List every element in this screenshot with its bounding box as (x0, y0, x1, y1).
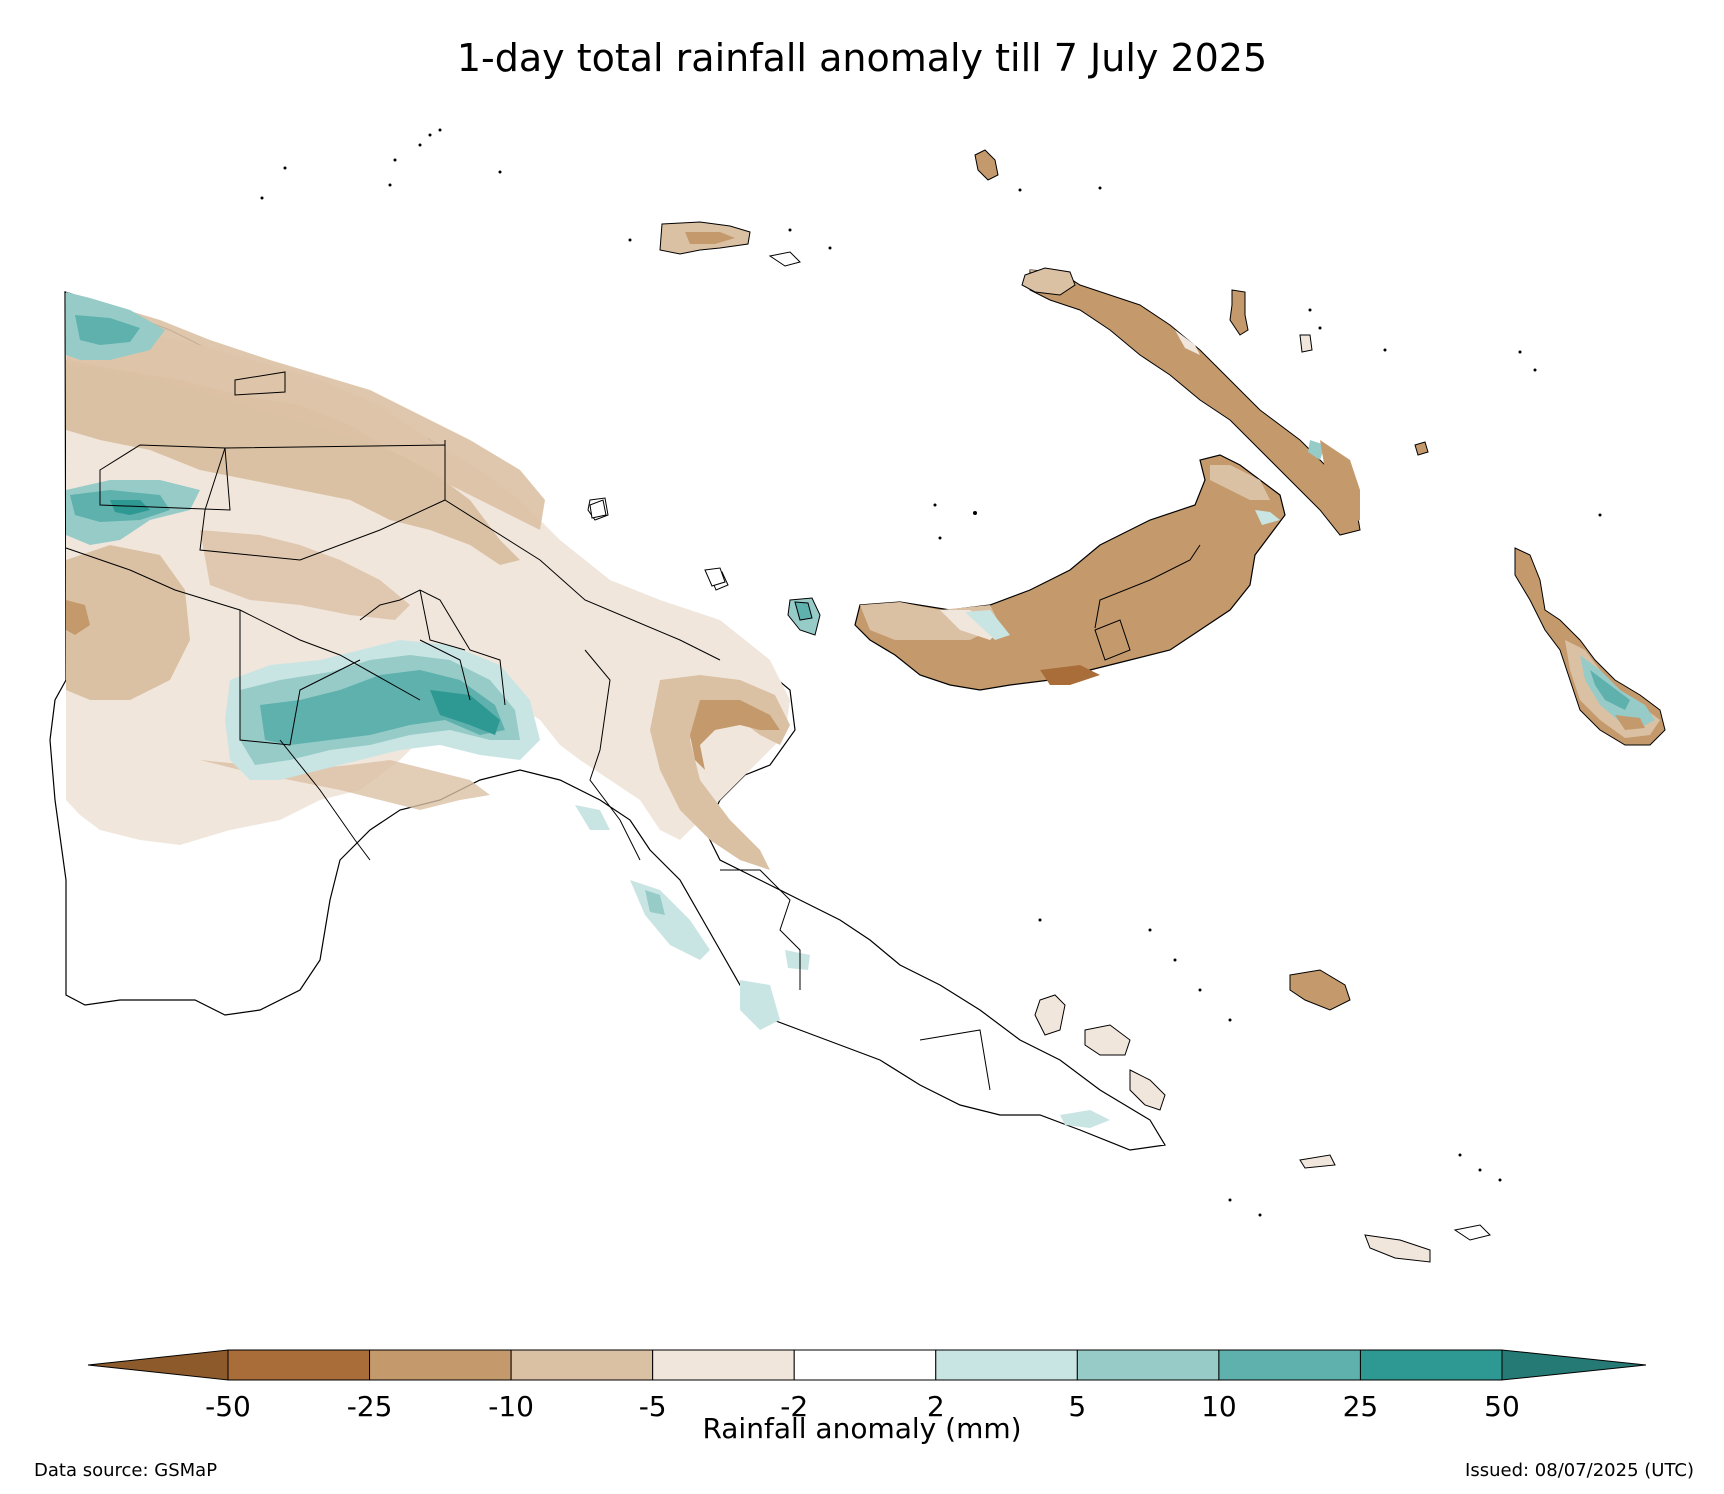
new-britain-wet-patch (965, 610, 1010, 640)
colorbar-tick-label: -50 (205, 1390, 251, 1420)
mainland (49, 291, 1166, 1151)
wuvulu-island (589, 499, 607, 519)
rainfall-anomaly-map (49, 128, 1666, 1263)
colorbar-segment (1218, 1349, 1361, 1381)
bougainville (1514, 547, 1666, 746)
colorbar-segment (510, 1349, 654, 1381)
colorbar-tick-label: 5 (1068, 1390, 1086, 1420)
colorbar-tick-label: 2 (927, 1390, 945, 1420)
province-boundaries (65, 371, 991, 1091)
colorbar-tick-label: -25 (347, 1390, 393, 1420)
mainland-light-dry-central (200, 530, 410, 620)
colorbar-tick-label: 25 (1343, 1390, 1379, 1420)
lihir-island (1229, 289, 1249, 336)
colorbar-segment (935, 1349, 1078, 1381)
normanby-island (1034, 994, 1066, 1036)
issued-date: Issued: 08/07/2025 (UTC) (1465, 1460, 1694, 1481)
wet-patch-se3 (785, 950, 810, 970)
colorbar-segment (369, 1349, 512, 1381)
wet-patch-center (575, 805, 610, 830)
wet-patch-se-milne (1060, 1110, 1110, 1128)
colorbar-tick-label: -10 (488, 1390, 534, 1420)
manus-island (659, 221, 801, 267)
wet-northwest-core (75, 315, 140, 345)
colorbar-tick-label: -2 (780, 1390, 808, 1420)
colorbar-segment (1359, 1349, 1503, 1381)
small-islands (587, 149, 1491, 1263)
mainland-moderate-dry-east (690, 700, 780, 770)
colorbar-tick-label: -5 (639, 1390, 667, 1420)
map-title: 1-day total rainfall anomaly till 7 July… (456, 36, 1268, 80)
wet-patch-se2 (740, 980, 780, 1030)
woodlark-island (1299, 1154, 1336, 1169)
tabar-island (1299, 334, 1313, 353)
colorbar: -50 -25 -10 -5 -2 2 5 10 25 50 (87, 1349, 1647, 1420)
colorbar-over-triangle (1501, 1349, 1647, 1381)
mainland-light-dry-band-north (66, 360, 520, 565)
colorbar-segment (793, 1349, 937, 1381)
colorbar-segment (227, 1349, 371, 1381)
goodenough-island (1129, 1069, 1166, 1111)
wet-patch-se1-core (645, 890, 665, 915)
manam-island (704, 567, 726, 587)
mussau-island (974, 149, 999, 181)
rossel-island (1453, 1224, 1491, 1241)
colorbar-segments (87, 1349, 1647, 1381)
colorbar-ticks: -50 -25 -10 -5 -2 2 5 10 25 50 (205, 1390, 1520, 1420)
wet-west-band-center (110, 500, 150, 515)
trobriand-island (1289, 969, 1351, 1011)
mainland-moderate-dry-west (66, 600, 90, 635)
mainland-light-dry-band-coast (66, 300, 545, 530)
wet-highlands-core (430, 690, 500, 735)
new-britain (854, 454, 1286, 691)
fergusson-island (1084, 1024, 1131, 1056)
colorbar-under-triangle (87, 1349, 229, 1381)
new-ireland-land (1029, 269, 1361, 536)
colorbar-segment (1076, 1349, 1220, 1381)
colorbar-segment (652, 1349, 795, 1381)
colorbar-tick-label: 10 (1201, 1390, 1237, 1420)
wet-highlands-moderate (260, 670, 505, 745)
data-source: Data source: GSMaP (34, 1460, 218, 1481)
new-hanover-island (1021, 267, 1076, 296)
tanga-island (1414, 441, 1429, 456)
mainland-light-dry-west (66, 545, 190, 700)
island-dots (260, 128, 1602, 1217)
misima-island (1364, 1234, 1431, 1263)
colorbar-tick-label: 50 (1484, 1390, 1520, 1420)
colorbar-label: Rainfall anomaly (mm) (702, 1412, 1022, 1445)
